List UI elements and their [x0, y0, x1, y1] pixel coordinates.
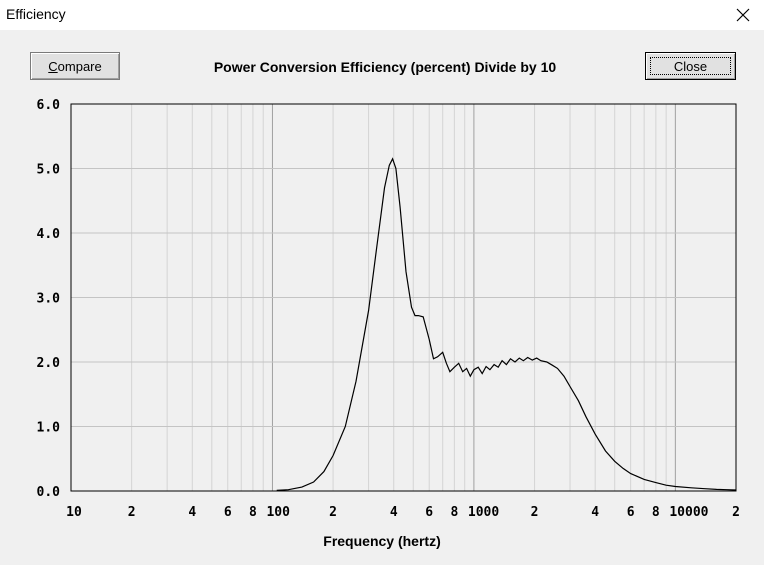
compare-mnemonic: C [48, 58, 58, 74]
y-tick-label: 2.0 [37, 356, 61, 371]
close-button-label: Close [673, 58, 708, 74]
x-axis-label: Frequency (hertz) [323, 533, 440, 549]
x-tick-label: 2 [531, 505, 539, 520]
x-tick-labels: 10 2 4 6 8 100 2 4 6 8 1000 2 4 6 8 10000 2 [66, 505, 740, 520]
y-tick-label: 0.0 [37, 485, 61, 500]
y-tick-label: 4.0 [37, 227, 61, 242]
y-tick-label: 1.0 [37, 421, 61, 436]
chart-title: Power Conversion Efficiency (percent) Di… [213, 59, 557, 75]
x-tick-label: 6 [425, 505, 433, 520]
y-tick-label: 3.0 [37, 292, 61, 307]
x-tick-label: 10 [66, 505, 82, 520]
x-tick-label: 8 [652, 505, 660, 520]
efficiency-curve [276, 157, 737, 491]
y-tick-labels: 0.0 1.0 2.0 3.0 4.0 5.0 6.0 [37, 98, 61, 500]
x-tick-label: 8 [249, 505, 257, 520]
y-tick-label: 5.0 [37, 163, 61, 178]
grid [70, 103, 737, 492]
compare-label: ompare [57, 58, 102, 74]
title-bar: Efficiency [0, 0, 764, 30]
x-tick-label: 2 [732, 505, 740, 520]
x-tick-label: 6 [224, 505, 232, 520]
x-tick-label: 8 [450, 505, 458, 520]
x-tick-label: 10000 [669, 505, 708, 520]
x-tick-label: 4 [188, 505, 196, 520]
y-tick-label: 6.0 [37, 98, 61, 113]
window-title: Efficiency [6, 6, 66, 22]
x-tick-label: 2 [329, 505, 337, 520]
x-tick-label: 4 [591, 505, 599, 520]
close-icon[interactable] [728, 0, 758, 30]
focus-rect [650, 57, 731, 75]
x-tick-label: 1000 [468, 505, 499, 520]
plot-frame [70, 103, 737, 492]
x-tick-label: 2 [128, 505, 136, 520]
close-button[interactable]: Close [645, 52, 736, 80]
x-tick-label: 6 [627, 505, 635, 520]
x-tick-label: 100 [266, 505, 290, 520]
x-tick-label: 4 [390, 505, 398, 520]
